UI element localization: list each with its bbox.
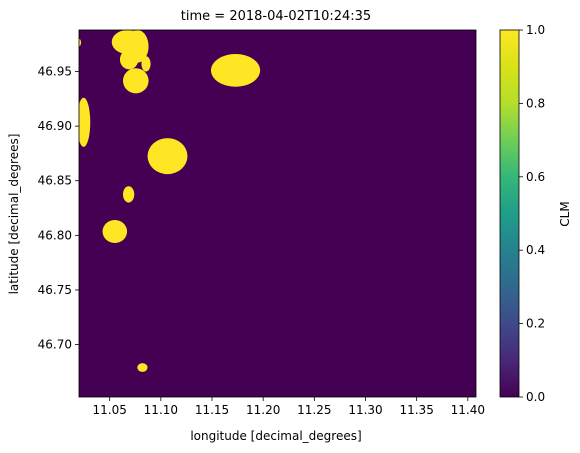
colorbar: 0.0 0.2 0.4 0.6 0.8 1.0 CLM <box>499 23 572 404</box>
x-axis: 11.05 11.10 11.15 11.20 11.25 11.30 11.35 11.40 <box>93 397 485 417</box>
plot-frame <box>78 29 477 398</box>
cloud-regions <box>79 30 261 372</box>
heatmap-background <box>79 30 476 397</box>
y-axis: 46.70 46.75 46.80 46.85 46.90 46.95 <box>38 65 79 352</box>
x-tick-label: 11.10 <box>144 403 178 417</box>
y-tick-label: 46.95 <box>38 65 72 79</box>
cloud-region-1 <box>79 38 82 47</box>
cloud-region-5 <box>141 56 151 72</box>
x-tick-label: 11.20 <box>246 403 280 417</box>
colorbar-tick-label: 0.0 <box>526 390 545 404</box>
x-tick-label: 11.15 <box>195 403 229 417</box>
colorbar-tick-label: 0.2 <box>526 317 545 331</box>
x-tick-label: 11.35 <box>399 403 433 417</box>
colorbar-tick-label: 0.6 <box>526 170 545 184</box>
cloud-region-10 <box>122 186 135 203</box>
colorbar-ticks: 0.0 0.2 0.4 0.6 0.8 1.0 <box>519 23 545 404</box>
cloud-region-8 <box>79 97 91 147</box>
cloud-region-12 <box>137 363 148 372</box>
x-tick-label: 11.30 <box>348 403 382 417</box>
colorbar-gradient <box>499 29 520 398</box>
cloud-region-4 <box>126 30 149 63</box>
plot-area <box>78 29 477 398</box>
y-tick-label: 46.70 <box>38 338 72 352</box>
y-tick-label: 46.85 <box>38 174 72 188</box>
cloud-region-7 <box>210 54 261 87</box>
cloud-region-9 <box>147 138 188 175</box>
cloud-region-11 <box>102 220 128 243</box>
chart-title: time = 2018-04-02T10:24:35 <box>181 9 371 24</box>
y-tick-label: 46.75 <box>38 283 72 297</box>
y-tick-label: 46.80 <box>38 228 72 242</box>
colorbar-tick-label: 1.0 <box>526 23 545 37</box>
colorbar-label: CLM <box>558 201 572 226</box>
cloud-region-6 <box>122 68 149 94</box>
x-axis-label: longitude [decimal_degrees] <box>190 429 361 443</box>
x-tick-label: 11.40 <box>451 403 485 417</box>
colorbar-tick-label: 0.8 <box>526 96 545 110</box>
colorbar-tick-label: 0.4 <box>526 243 545 257</box>
x-tick-label: 11.05 <box>93 403 127 417</box>
y-axis-label: latitude [decimal_degrees] <box>7 134 21 295</box>
y-tick-label: 46.90 <box>38 119 72 133</box>
x-tick-label: 11.25 <box>297 403 331 417</box>
